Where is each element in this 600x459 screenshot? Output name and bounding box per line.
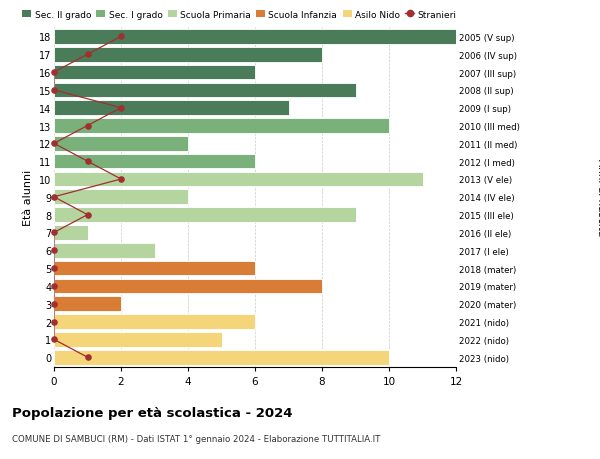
Point	[49, 194, 59, 201]
Point	[49, 140, 59, 148]
Point	[83, 354, 92, 361]
Bar	[54, 350, 389, 365]
Legend: Sec. II grado, Sec. I grado, Scuola Primaria, Scuola Infanzia, Asilo Nido, Stran: Sec. II grado, Sec. I grado, Scuola Prim…	[22, 11, 457, 20]
Point	[83, 123, 92, 130]
Point	[49, 87, 59, 95]
Bar	[54, 243, 155, 258]
Bar	[54, 137, 188, 151]
Bar	[54, 190, 188, 205]
Point	[49, 300, 59, 308]
Point	[49, 229, 59, 236]
Point	[83, 158, 92, 166]
Point	[83, 51, 92, 59]
Bar	[54, 279, 322, 294]
Bar	[54, 155, 255, 169]
Bar	[54, 172, 422, 187]
Y-axis label: Anni di nascita: Anni di nascita	[596, 159, 600, 236]
Bar	[54, 208, 355, 223]
Point	[83, 212, 92, 219]
Bar	[54, 48, 322, 62]
Point	[49, 247, 59, 254]
Bar	[54, 101, 289, 116]
Bar	[54, 119, 389, 134]
Bar	[54, 297, 121, 311]
Y-axis label: Età alunni: Età alunni	[23, 169, 33, 225]
Bar	[54, 332, 221, 347]
Point	[49, 265, 59, 272]
Point	[49, 336, 59, 343]
Bar	[54, 261, 255, 276]
Point	[116, 34, 126, 41]
Text: Popolazione per età scolastica - 2024: Popolazione per età scolastica - 2024	[12, 406, 293, 419]
Bar	[54, 314, 255, 329]
Point	[116, 176, 126, 183]
Bar	[54, 30, 456, 45]
Text: COMUNE DI SAMBUCI (RM) - Dati ISTAT 1° gennaio 2024 - Elaborazione TUTTITALIA.IT: COMUNE DI SAMBUCI (RM) - Dati ISTAT 1° g…	[12, 434, 380, 443]
Point	[116, 105, 126, 112]
Bar	[54, 66, 255, 80]
Bar	[54, 84, 355, 98]
Bar	[54, 226, 88, 240]
Point	[49, 318, 59, 325]
Point	[49, 69, 59, 77]
Point	[49, 283, 59, 290]
